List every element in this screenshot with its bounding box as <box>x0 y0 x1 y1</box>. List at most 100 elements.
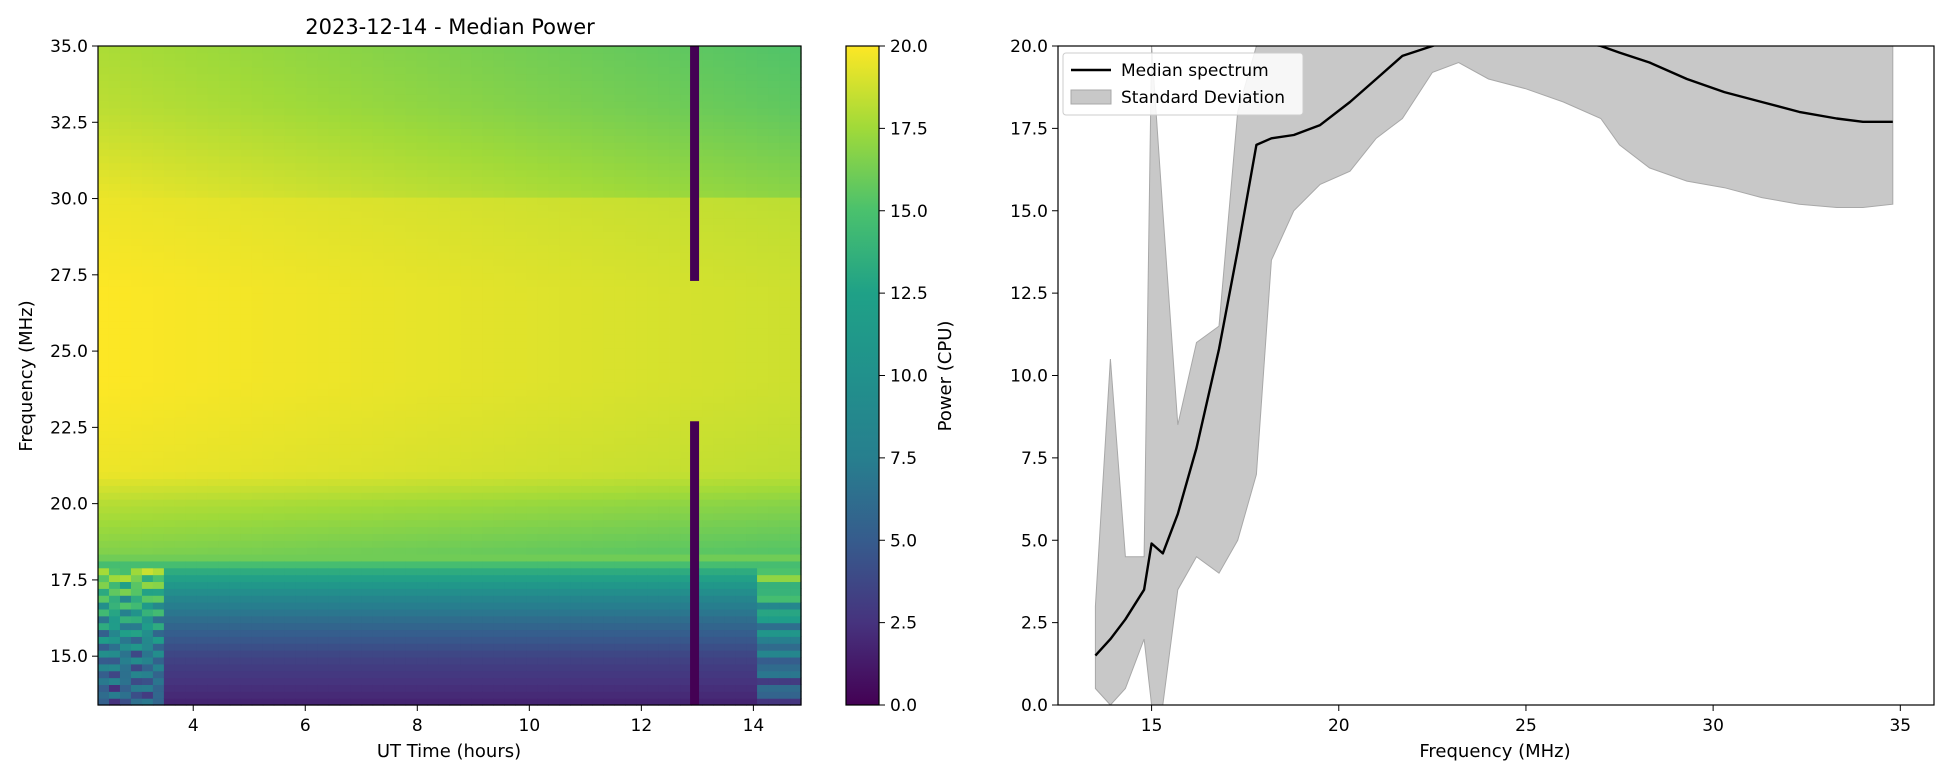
heatmap-cell <box>614 87 626 95</box>
heatmap-cell <box>218 560 231 569</box>
heatmap-cell <box>130 231 143 239</box>
heatmap-cell <box>240 581 253 589</box>
heatmap-cell <box>471 148 484 157</box>
heatmap-cell <box>372 210 385 219</box>
heatmap-cell <box>427 46 440 54</box>
heatmap-cell <box>152 656 165 665</box>
heatmap-cell <box>625 87 637 95</box>
heatmap-cell <box>515 348 527 356</box>
heatmap-cell <box>537 533 549 541</box>
heatmap-cell <box>515 698 527 706</box>
heatmap-cell <box>460 80 473 88</box>
heatmap-cell <box>405 492 418 500</box>
heatmap-cell <box>284 636 297 644</box>
heatmap-cell <box>438 354 451 363</box>
heatmap-cell <box>504 574 516 583</box>
heatmap-cell <box>262 203 275 212</box>
heatmap-cell <box>493 348 506 356</box>
heatmap-cell <box>328 650 341 658</box>
heatmap-cell <box>306 59 319 68</box>
heatmap-cell <box>526 416 538 425</box>
heatmap-cell <box>273 341 286 349</box>
heatmap-cell <box>636 581 648 589</box>
heatmap-cell <box>306 293 319 301</box>
heatmap-cell <box>537 341 549 349</box>
heatmap-cell <box>98 444 110 452</box>
heatmap-cell <box>284 135 297 143</box>
heatmap-cell <box>306 80 319 88</box>
heatmap-cell <box>405 121 418 129</box>
heatmap-cell <box>449 46 462 54</box>
heatmap-cell <box>416 279 429 287</box>
heatmap-cell <box>581 622 593 631</box>
heatmap-cell <box>207 66 220 75</box>
heatmap-cell <box>339 135 352 143</box>
heatmap-cell <box>614 389 626 397</box>
heatmap-cell <box>559 423 571 432</box>
heatmap-cell <box>592 341 604 349</box>
heatmap-cell <box>405 279 418 287</box>
heatmap-cell <box>427 416 440 425</box>
heatmap-cell <box>405 327 418 335</box>
heatmap-cell <box>108 245 121 253</box>
heatmap-cell <box>141 114 154 123</box>
heatmap-cell <box>405 505 418 514</box>
heatmap-cell <box>438 66 451 75</box>
heatmap-cell <box>658 505 670 514</box>
heatmap-cell <box>108 203 121 212</box>
heatmap-cell <box>427 677 440 685</box>
heatmap-cell <box>581 320 593 329</box>
heatmap-cell <box>537 595 549 603</box>
heatmap-cell <box>636 615 648 624</box>
heatmap-cell <box>493 402 506 411</box>
heatmap-cell <box>559 142 571 150</box>
heatmap-cell <box>603 622 615 631</box>
heatmap-cell <box>361 677 374 685</box>
heatmap-cell <box>625 66 637 75</box>
heatmap-cell <box>196 382 209 390</box>
heatmap-cell <box>119 560 132 569</box>
heatmap-cell <box>416 519 429 528</box>
heatmap-cell <box>119 258 132 267</box>
heatmap-cell <box>427 293 440 301</box>
heatmap-cell <box>416 114 429 123</box>
heatmap-cell <box>570 629 582 637</box>
heatmap-cell <box>427 251 440 260</box>
heatmap-cell <box>273 698 286 706</box>
heatmap-cell <box>625 615 637 624</box>
heatmap-cell <box>493 471 506 480</box>
heatmap-cell <box>592 478 604 486</box>
heatmap-cell <box>471 567 484 576</box>
heatmap-cell <box>548 87 560 95</box>
heatmap-cell <box>460 354 473 363</box>
heatmap-cell <box>515 327 527 335</box>
heatmap-cell <box>339 656 352 665</box>
heatmap-cell <box>515 533 527 541</box>
heatmap-cell <box>537 121 549 129</box>
heatmap-cell <box>98 197 110 205</box>
heatmap-cell <box>658 46 670 54</box>
heatmap-cell <box>471 320 484 329</box>
heatmap-cell <box>471 423 484 432</box>
heatmap-cell <box>273 423 286 432</box>
heatmap-cell <box>108 629 121 637</box>
heatmap-cell <box>262 231 275 239</box>
heatmap-cell <box>306 94 319 102</box>
heatmap-cell <box>394 608 407 617</box>
heatmap-cell <box>306 396 319 404</box>
heatmap-cell <box>372 155 385 164</box>
heatmap-cell <box>295 162 308 171</box>
heatmap-cell <box>350 238 363 246</box>
heatmap-cell <box>548 423 560 432</box>
heatmap-cell <box>229 608 242 617</box>
heatmap-cell <box>163 148 176 157</box>
heatmap-cell <box>141 320 154 329</box>
heatmap-cell <box>130 258 143 267</box>
heatmap-cell <box>306 66 319 75</box>
heatmap-cell <box>207 142 220 150</box>
heatmap-cell <box>295 210 308 219</box>
heatmap-cell <box>438 581 451 589</box>
heatmap-cell <box>152 128 165 136</box>
heatmap-cell <box>295 251 308 260</box>
heatmap-cell <box>526 430 538 438</box>
